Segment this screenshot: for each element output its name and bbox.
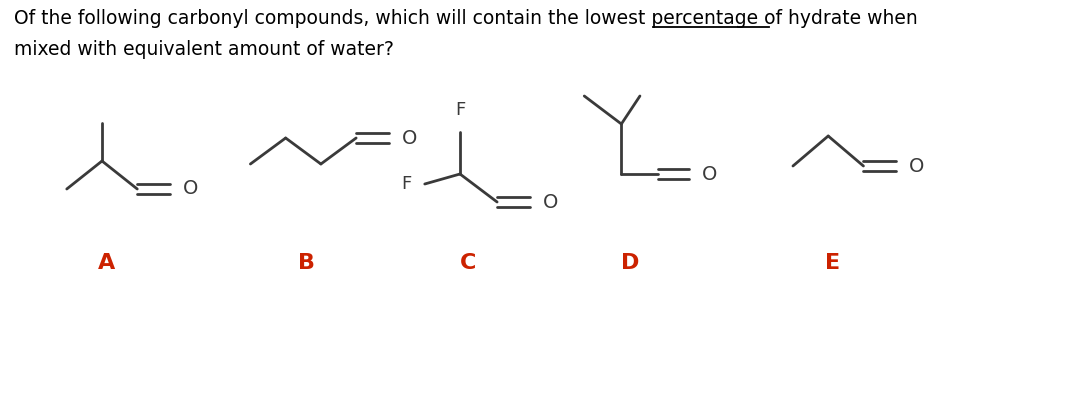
Text: mixed with equivalent amount of water?: mixed with equivalent amount of water?	[14, 40, 394, 59]
Text: A: A	[98, 253, 116, 273]
Text: O: O	[183, 180, 198, 198]
Text: F: F	[402, 175, 411, 193]
Text: D: D	[621, 253, 639, 273]
Text: B: B	[298, 253, 314, 273]
Text: O: O	[542, 192, 558, 211]
Text: Of the following carbonyl compounds, which will contain the lowest percentage of: Of the following carbonyl compounds, whi…	[14, 9, 918, 28]
Text: O: O	[702, 164, 717, 184]
Text: O: O	[402, 128, 417, 148]
Text: C: C	[460, 253, 476, 273]
Text: E: E	[825, 253, 840, 273]
Text: F: F	[455, 101, 465, 119]
Text: O: O	[909, 156, 924, 176]
